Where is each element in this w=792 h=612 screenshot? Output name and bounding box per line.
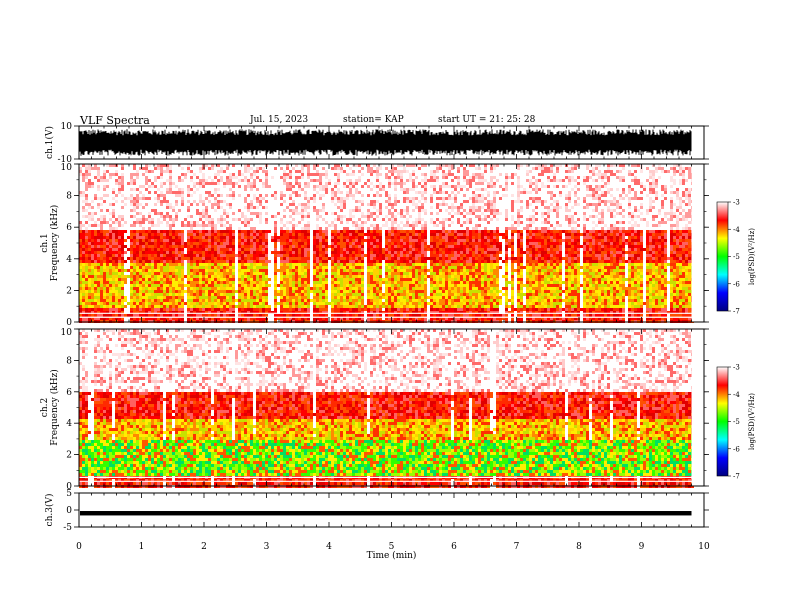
ch1-spectrogram-colorbar <box>716 201 729 312</box>
ch2-spectrogram-ytick-label: 0 <box>66 482 72 492</box>
x-tick-label: 0 <box>76 542 82 552</box>
ch1-spectrogram-ylabel-freq: Frequency (kHz) <box>49 205 60 282</box>
ch1-spectrogram-ytick-label: 8 <box>66 192 72 202</box>
ch2-spectrogram-ylabel-channel: ch.2 <box>40 398 50 417</box>
x-tick-label: 5 <box>389 542 395 552</box>
ch3-waveform-ytick-label: -5 <box>63 523 72 533</box>
ch1-waveform-ytick-label: -10 <box>58 155 73 165</box>
ch1-ylabel: ch.1(V) <box>44 126 55 159</box>
chart-title: VLF Spectra <box>80 114 150 127</box>
ch3-waveform-ytick-label: 0 <box>66 506 72 516</box>
ch1-spectrogram-pixels <box>79 164 694 323</box>
x-tick-label: 3 <box>264 542 270 552</box>
ch2-spectrogram-ytick-label: 8 <box>66 356 72 366</box>
ch2-spectrogram-ytick-label: 2 <box>66 451 72 461</box>
x-tick-label: 7 <box>514 542 520 552</box>
ch2-spectrogram-ylabel-freq: Frequency (kHz) <box>49 369 60 446</box>
ch2-spectrogram-ytick-label: 6 <box>66 388 72 398</box>
ch2-spectrogram-colorbar-tick-label: -7 <box>733 473 740 481</box>
ch1-spectrogram-colorbar-tick-label: -7 <box>733 308 740 316</box>
ch1-spectrogram-pixels <box>79 263 694 308</box>
ch1-spectrogram-pixels <box>79 263 694 308</box>
ch2-spectrogram-ytick-label: 4 <box>66 419 72 429</box>
ch2-spectrogram-blank <box>691 329 704 486</box>
ch1-spectrogram-colorbar-tick-label: -5 <box>733 253 740 261</box>
ch1-spectrogram-colorbar-label: log(PSD)(V²/Hz) <box>748 228 756 285</box>
ch2-spectrogram-colorbar-tick-label: -5 <box>733 418 740 426</box>
ch2-spectrogram-pixels <box>79 419 694 440</box>
ch2-spectrogram-pixels <box>79 419 694 440</box>
ch1-spectrogram-pixels <box>79 230 694 323</box>
ch2-spectrogram-ytick-label: 10 <box>61 328 73 338</box>
ch1-waveform-trace <box>79 129 692 156</box>
ch1-spectrogram-blank <box>691 164 704 322</box>
x-tick-label: 10 <box>698 542 710 552</box>
ch1-spectrogram-colorbar-tick-label: -3 <box>733 199 740 207</box>
ch1-spectrogram-ytick-label: 4 <box>66 255 72 265</box>
ch2-spectrogram-pixels <box>79 392 694 488</box>
ch1-spectrogram-image <box>79 164 704 323</box>
ch1-spectrogram-pixels <box>79 230 694 323</box>
ch2-spectrogram-colorbar-label: log(PSD)(V²/Hz) <box>748 393 756 450</box>
start-time-label: start UT = 21: 25: 28 <box>438 115 536 125</box>
ch2-spectrogram-colorbar <box>716 366 729 477</box>
ch1-spectrogram-pixels <box>79 164 694 230</box>
ch1-spectrogram-ytick-label: 0 <box>66 318 72 328</box>
ch2-spectrogram-pixels <box>79 392 694 488</box>
ch2-spectrogram-pixels <box>79 329 694 392</box>
ch3-ylabel: ch.3(V) <box>44 494 55 527</box>
x-tick-label: 6 <box>451 542 457 552</box>
ch2-spectrogram-pixels <box>79 329 694 392</box>
ch1-spectrogram-ytick-label: 10 <box>61 163 73 173</box>
ch1-spectrogram-pixels <box>79 263 694 308</box>
ch2-spectrogram-pixels <box>79 329 694 488</box>
ch2-spectrogram-image <box>79 329 704 488</box>
ch3-waveform-ytick-label: 5 <box>66 489 72 499</box>
ch1-waveform-ytick-label: 10 <box>61 122 73 132</box>
date-label: Jul. 15, 2023 <box>250 115 309 125</box>
station-label: station= KAP <box>343 115 404 125</box>
ch1-spectrogram-pixels <box>79 263 694 308</box>
x-tick-label: 2 <box>201 542 207 552</box>
ch1-spectrogram-ytick-label: 6 <box>66 223 72 233</box>
ch2-spectrogram-colorbar-tick-label: -3 <box>733 364 740 372</box>
ch3-trace <box>80 511 692 516</box>
ch1-spectrogram-ylabel-channel: ch.1 <box>40 233 50 252</box>
ch1-spectrogram-pixels <box>79 164 694 230</box>
ch1-spectrogram-pixels <box>79 164 694 230</box>
ch1-spectrogram-pixels <box>79 263 694 308</box>
ch1-spectrogram-colorbar-tick-label: -6 <box>733 280 740 288</box>
ch2-spectrogram-pixels <box>79 419 694 476</box>
ch2-spectrogram-pixels <box>79 419 694 440</box>
x-tick-label: 1 <box>139 542 145 552</box>
ch1-spectrogram-ytick-label: 2 <box>66 286 72 296</box>
ch2-spectrogram-pixels <box>79 329 694 392</box>
x-axis-title: Time (min) <box>367 550 417 561</box>
ch1-spectrogram-colorbar-tick-label: -4 <box>733 226 740 234</box>
x-tick-label: 4 <box>326 542 332 552</box>
ch2-spectrogram-colorbar-tick-label: -4 <box>733 391 740 399</box>
x-tick-label: 8 <box>576 542 582 552</box>
ch3-waveform-frame <box>78 492 705 528</box>
ch2-spectrogram-pixels <box>82 440 694 476</box>
ch2-spectrogram-colorbar-tick-label: -6 <box>733 445 740 453</box>
x-tick-label: 9 <box>639 542 645 552</box>
ch2-spectrogram-pixels <box>82 392 694 488</box>
ch1-waveform-line <box>79 129 692 156</box>
